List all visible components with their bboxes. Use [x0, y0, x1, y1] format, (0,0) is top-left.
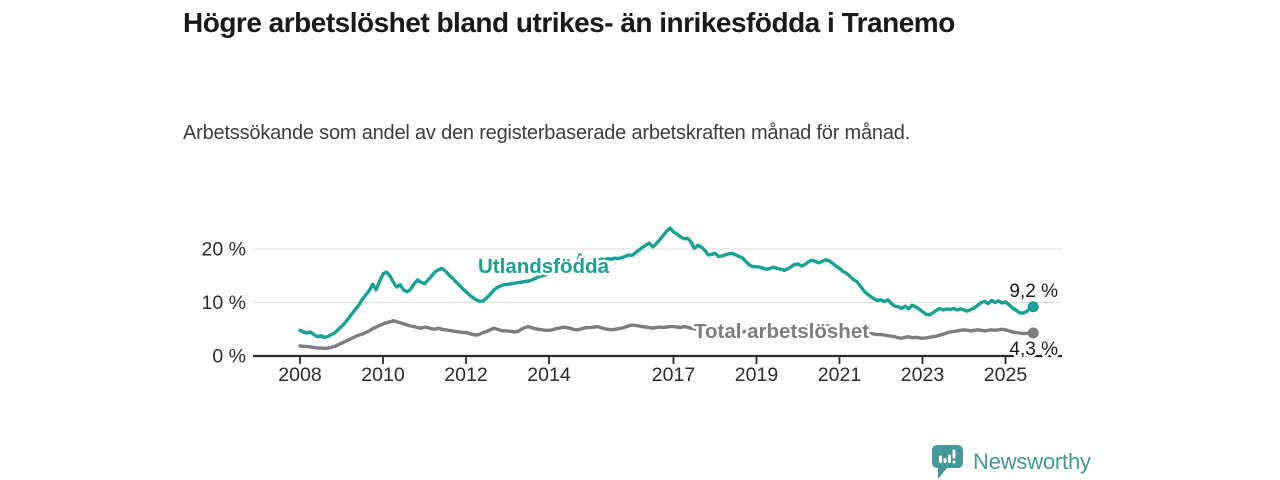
y-axis-tick-label: 10 % — [202, 292, 246, 314]
brand-name: Newsworthy — [973, 448, 1091, 474]
page-title: Högre arbetslöshet bland utrikes- än inr… — [183, 7, 955, 38]
end-value-label-utlandsfodda: 9,2 % — [1009, 281, 1058, 302]
series-line-1 — [298, 319, 1035, 351]
bar-chart-glyph — [939, 449, 956, 463]
x-axis-tick-label: 2012 — [444, 364, 487, 386]
brand-footer: Newsworthy — [931, 444, 1091, 479]
series-label-total-arbetsloshet: Total arbetslöshet — [694, 320, 869, 343]
page-subtitle: Arbetssökande som andel av den registerb… — [183, 122, 911, 144]
y-axis-tick-label: 20 % — [202, 239, 246, 261]
chart-render-target: 0 % 10 % 20 % 2008 2010 2012 2014 2017 2019 2021 2… — [202, 226, 1062, 386]
x-axis-tick-label: 2017 — [652, 364, 695, 386]
y-axis-tick-label: 0 % — [212, 346, 246, 368]
end-value-label-total-arbetsloshet: 4,3 % — [1009, 339, 1058, 360]
x-axis-tick-label: 2010 — [361, 364, 405, 386]
newsworthy-logo-icon — [932, 444, 963, 479]
x-axis-tick-label: 2025 — [984, 364, 1028, 386]
x-axis-tick-label: 2008 — [278, 364, 321, 386]
series-end-dot-0 — [1027, 301, 1039, 313]
x-axis-tick-label: 2014 — [527, 364, 571, 386]
series-label-utlandsfodda: Utlandsfödda — [478, 255, 610, 278]
x-axis-tick-label: 2019 — [735, 364, 778, 386]
series-end-dot-1 — [1027, 327, 1039, 339]
x-axis-tick-label: 2023 — [901, 364, 944, 386]
chart-labels: Utlandsfödda Total arbetslöshet 9,2 % 4,… — [476, 253, 1061, 363]
x-axis-tick-label: 2021 — [818, 364, 861, 386]
speech-bubble-shape — [932, 444, 963, 479]
series-line-0 — [298, 226, 1035, 339]
